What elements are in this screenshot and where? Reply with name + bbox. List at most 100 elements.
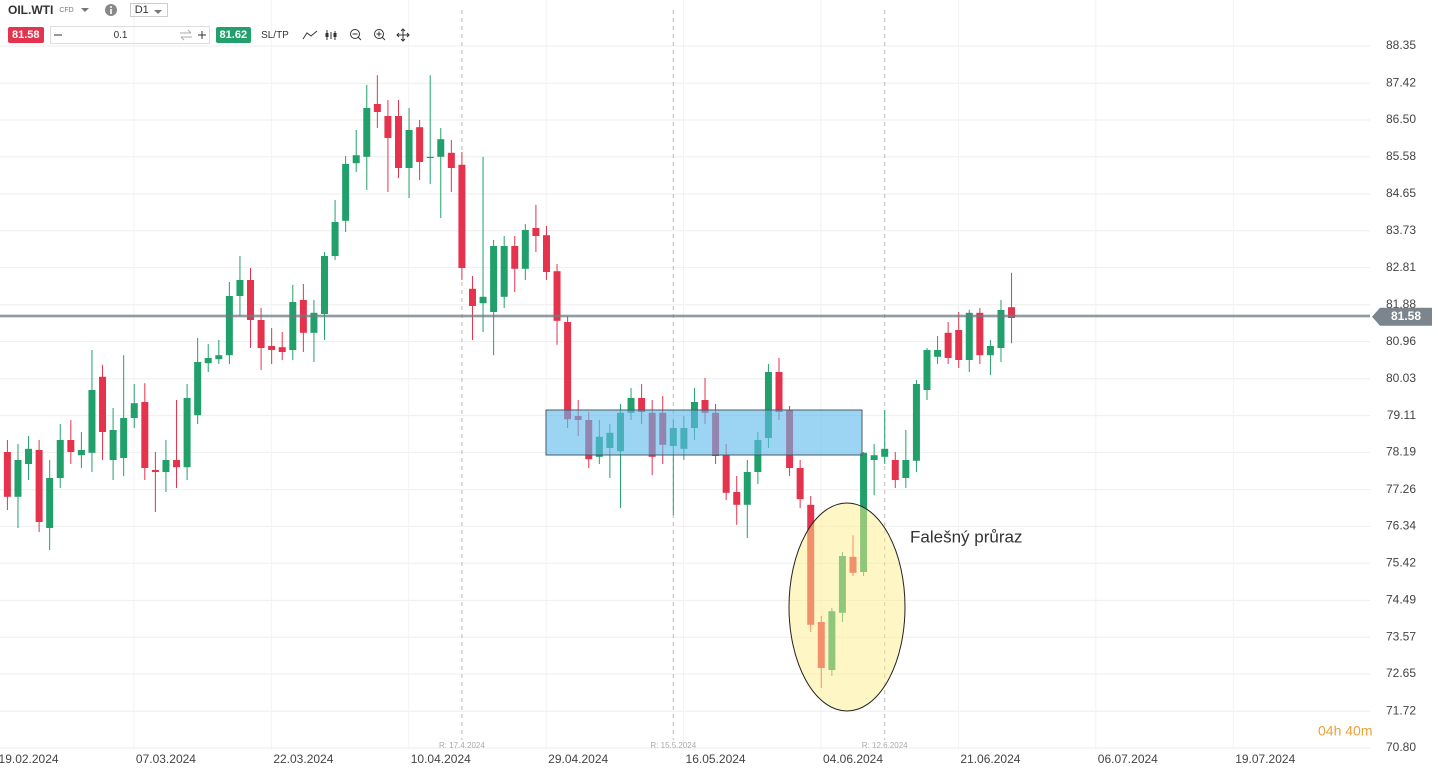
candle-body [77, 450, 85, 456]
info-icon[interactable] [104, 3, 118, 17]
candle-body [479, 296, 487, 304]
candle-body [247, 280, 255, 320]
chart-tools[interactable] [301, 27, 411, 43]
minus-button[interactable] [51, 27, 65, 43]
candle-body [965, 312, 973, 360]
candle-body [352, 155, 360, 164]
candle-body [955, 330, 963, 360]
candle-body [331, 222, 339, 256]
candle-body [458, 164, 466, 268]
symbol[interactable]: OIL.WTI [8, 3, 54, 17]
candle-body [99, 376, 107, 432]
x-tick-label: 19.07.2024 [1235, 752, 1295, 766]
candle-body [321, 256, 328, 314]
candle-body [1008, 307, 1016, 318]
candle-body [796, 468, 804, 500]
symbol-bar: OIL.WTI CFD D1 [8, 3, 168, 17]
candle-body [46, 478, 54, 528]
price-label: 81.58 [1391, 309, 1421, 323]
range-zone[interactable] [545, 409, 863, 456]
candle-body [130, 403, 138, 418]
candle-body [468, 288, 476, 306]
candle-body [997, 310, 1005, 348]
y-tick-label: 83.73 [1386, 223, 1416, 237]
candle-body [394, 116, 402, 168]
candle-body [257, 320, 265, 348]
annotation: Falešný průraz [910, 527, 1022, 546]
candle-body [35, 450, 43, 522]
candle-body [986, 346, 994, 356]
y-tick-label: 76.34 [1386, 519, 1416, 533]
x-tick-label: 16.05.2024 [686, 752, 746, 766]
candle-body [891, 460, 899, 480]
candle-body [426, 156, 434, 158]
x-tick-label: 29.04.2024 [548, 752, 608, 766]
candle-body [490, 246, 498, 312]
x-tick-label: 04.06.2024 [823, 752, 883, 766]
y-tick-label: 78.19 [1386, 445, 1416, 459]
candle-body [511, 246, 519, 269]
candle-body [447, 152, 455, 168]
dropdown-icon[interactable] [80, 6, 90, 14]
candle-body [881, 448, 889, 457]
y-tick-label: 85.58 [1386, 149, 1416, 163]
candle-body [564, 322, 572, 420]
candle-body [701, 400, 709, 413]
candle-body [120, 418, 128, 458]
y-tick-label: 74.49 [1386, 593, 1416, 607]
sltp-button[interactable]: SL/TP [261, 29, 289, 41]
breakout-ellipse[interactable] [788, 502, 906, 712]
candle-body [268, 346, 276, 350]
bid-button[interactable]: 81.58 [8, 27, 44, 43]
candle-body [183, 398, 191, 468]
candle-body [553, 271, 561, 321]
candle-body [162, 460, 170, 472]
x-tick-label: 19.02.2024 [0, 752, 59, 766]
candle-body [289, 302, 297, 350]
quantity[interactable]: 0.1 [113, 29, 128, 41]
timeframe-select[interactable]: D1 [129, 3, 168, 17]
x-tick-label: 07.03.2024 [136, 752, 196, 766]
countdown: 04h 40m [1318, 723, 1372, 739]
price-label-box [1372, 307, 1432, 326]
candle-body [500, 246, 508, 297]
x-tick-label: 21.06.2024 [960, 752, 1020, 766]
candle-body [542, 235, 550, 272]
y-tick-label: 73.57 [1386, 629, 1416, 643]
swap-icon[interactable] [177, 27, 195, 43]
candle-body [204, 358, 212, 364]
candle-body [775, 372, 783, 412]
candle-body [976, 312, 984, 356]
y-tick-label: 86.50 [1386, 112, 1416, 126]
candle-body [363, 108, 371, 157]
candle-body [88, 390, 96, 453]
candle-body [437, 139, 445, 157]
candle-body [56, 440, 64, 478]
x-tick-label: 22.03.2024 [273, 752, 333, 766]
y-tick-label: 88.35 [1386, 38, 1416, 52]
plus-button[interactable] [195, 27, 209, 43]
candle-body [944, 332, 952, 358]
candle-body [638, 398, 646, 412]
x-tick-label: 06.07.2024 [1098, 752, 1158, 766]
candle-body [627, 398, 635, 413]
candle-body [225, 296, 233, 356]
candle-body [722, 455, 730, 493]
candle-body [194, 362, 202, 416]
candle-body [384, 116, 392, 138]
y-tick-label: 81.88 [1386, 297, 1416, 311]
timeframe: D1 [134, 4, 149, 16]
ask-button[interactable]: 81.62 [215, 27, 252, 43]
candle-body [902, 460, 910, 478]
candle-body [532, 228, 540, 236]
candle-body [109, 430, 117, 460]
candle-body [141, 402, 149, 468]
candle-body [151, 470, 159, 472]
candle-body [870, 455, 878, 460]
candle-body [342, 164, 350, 221]
instrument-kind: CFD [59, 6, 74, 14]
marker-label: R: 12.6.2024 [862, 741, 908, 750]
candle-body [912, 384, 920, 461]
y-tick-label: 80.96 [1386, 334, 1416, 348]
